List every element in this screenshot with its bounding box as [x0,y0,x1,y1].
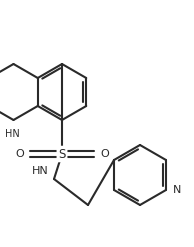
Text: HN: HN [32,166,49,176]
Text: O: O [15,149,24,159]
Text: O: O [100,149,109,159]
Text: HN: HN [5,129,20,139]
Text: S: S [58,147,66,161]
Text: N: N [173,185,181,195]
